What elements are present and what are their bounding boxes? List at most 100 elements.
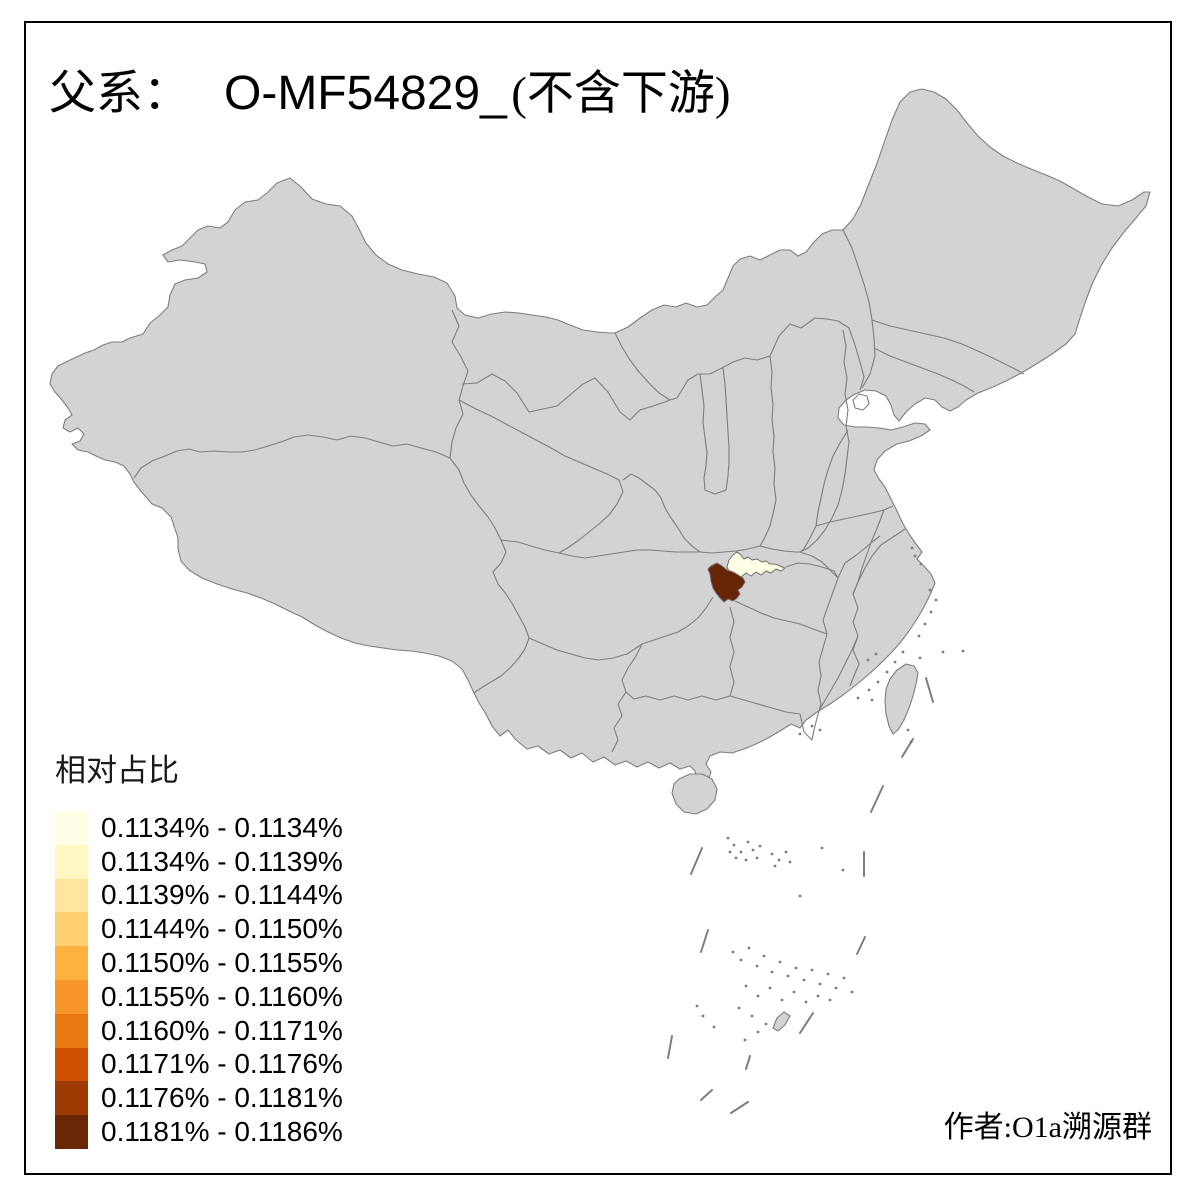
tiny-island-dot (756, 1030, 760, 1034)
title-haplogroup: O-MF54829_ (224, 67, 507, 120)
tiny-island-dot (941, 650, 945, 654)
tiny-island-dot (726, 836, 730, 840)
legend-label: 0.1150% - 0.1155% (101, 947, 343, 979)
tiny-island-dot (777, 858, 781, 862)
tiny-island-dot (929, 610, 933, 614)
tiny-island-dot (758, 844, 762, 848)
nine-dash-line-segment (745, 1055, 751, 1070)
tiny-island-dot (820, 846, 824, 850)
legend-row: 0.1134% - 0.1134% (55, 811, 343, 845)
legend-row: 0.1139% - 0.1144% (55, 878, 343, 913)
legend-swatch (55, 912, 88, 947)
legend-swatch (55, 811, 88, 845)
tiny-island-dot (804, 1000, 808, 1004)
nine-dash-line-segment (667, 1035, 673, 1059)
tiny-island-dot (866, 658, 870, 662)
highlighted-region-highest-bin (707, 562, 746, 603)
tiny-island-dot (784, 850, 788, 854)
country-landmass (49, 88, 1151, 1032)
tiny-island-dot (961, 649, 965, 653)
legend-row: 0.1171% - 0.1176% (55, 1047, 343, 1082)
map-title: 父系： O-MF54829_ (不含下游) (49, 54, 731, 123)
province-border (759, 355, 777, 547)
legend-rows: 0.1134% - 0.1134% 0.1134% - 0.1139% 0.1139… (55, 811, 343, 1149)
tiny-island-dot (739, 850, 743, 854)
tiny-island-dot (816, 994, 820, 998)
province-border (461, 373, 671, 421)
province-border (449, 309, 469, 459)
tiny-island-dot (780, 998, 784, 1002)
province-border (528, 637, 643, 661)
tiny-island-dot (734, 856, 738, 860)
tiny-island-dot (810, 724, 814, 728)
province-border (729, 606, 735, 697)
province-border (611, 643, 643, 753)
taiwan-island-shape (884, 663, 919, 735)
tiny-island-dot (885, 670, 889, 674)
province-border (799, 633, 828, 741)
province-border (622, 473, 701, 553)
province-border (449, 457, 530, 694)
legend-swatch (55, 946, 88, 980)
tiny-island-dot (755, 964, 759, 968)
province-border (799, 525, 817, 553)
legend-row: 0.1181% - 0.1186% (55, 1115, 343, 1149)
tiny-island-dot (794, 966, 798, 970)
province-border (699, 545, 761, 554)
legend-swatch (55, 878, 88, 913)
province-border (817, 635, 859, 713)
province-border (558, 549, 700, 559)
tiny-island-dot (918, 656, 922, 660)
legend-swatch (55, 1013, 88, 1048)
tiny-island-dot (826, 972, 830, 976)
province-border (625, 691, 731, 701)
tiny-island-dot (901, 650, 905, 654)
legend-swatch (55, 844, 88, 879)
tiny-island-dot (746, 840, 750, 844)
province-border (842, 229, 876, 389)
tiny-island-dot (695, 1004, 699, 1008)
tiny-island-dot (755, 856, 759, 860)
highlighted-regions (707, 551, 786, 603)
tiny-island-dot (856, 696, 860, 700)
nine-dash-line-segment (856, 936, 866, 955)
nine-dash-line-segment (870, 785, 884, 813)
province-border (699, 367, 730, 495)
tiny-island-dot (770, 970, 774, 974)
legend-label: 0.1134% - 0.1134% (101, 811, 343, 843)
tiny-island-dot (917, 634, 921, 638)
nine-dash-line-segment (690, 847, 703, 875)
province-border (799, 329, 850, 553)
tiny-island-dot (870, 698, 874, 702)
tiny-island-dot (739, 958, 743, 962)
legend-label: 0.1144% - 0.1150% (101, 913, 343, 945)
legend-row: 0.1134% - 0.1139% (55, 844, 343, 879)
province-border (852, 393, 870, 411)
tiny-island-dot (906, 728, 910, 732)
nine-dash-line-segment (925, 677, 934, 703)
tiny-island-dot (756, 994, 760, 998)
province-border (799, 535, 881, 579)
province-border (729, 695, 801, 715)
legend-label: 0.1155% - 0.1160% (101, 980, 343, 1012)
tiny-island-dot (910, 546, 914, 550)
hainan-island-shape (671, 773, 718, 815)
legend-swatch (55, 1047, 88, 1082)
province-border (734, 600, 828, 635)
nine-dash-line-segment (730, 1101, 749, 1114)
tiny-island-dot (712, 1025, 716, 1029)
province-border (558, 479, 624, 554)
tiny-island-dot (923, 622, 927, 626)
legend-row: 0.1176% - 0.1181% (55, 1081, 343, 1116)
province-border (815, 429, 849, 527)
legend-label: 0.1160% - 0.1171% (101, 1014, 343, 1046)
tiny-island-dot (732, 843, 736, 847)
legend-row: 0.1144% - 0.1150% (55, 912, 343, 947)
author-credit: 作者:O1a溯源群 (943, 1111, 1152, 1144)
tiny-island-dot (913, 554, 917, 558)
tiny-island-dot (737, 1006, 741, 1010)
province-border (641, 596, 714, 645)
province-border (871, 319, 1025, 375)
tiny-island-dot (744, 858, 748, 862)
province-border (133, 434, 451, 479)
